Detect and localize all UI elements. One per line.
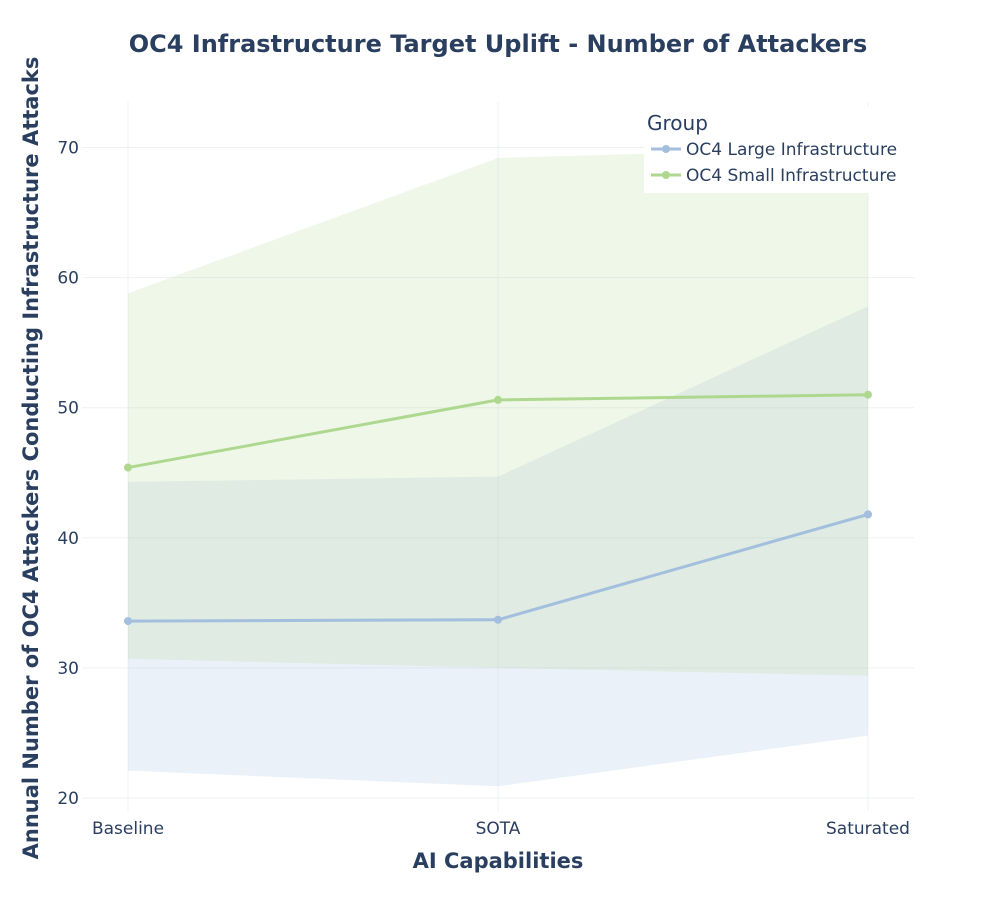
legend-items: OC4 Large Infrastructure OC4 Small Infras… bbox=[651, 140, 897, 186]
data-point-large bbox=[864, 510, 872, 519]
legend-background bbox=[644, 107, 914, 193]
y-tick-label: 30 bbox=[57, 659, 79, 679]
legend-title: Group bbox=[647, 111, 708, 135]
data-point-small bbox=[494, 395, 502, 404]
legend-swatch-marker bbox=[662, 145, 670, 153]
confidence-bands bbox=[128, 147, 868, 787]
y-axis-title: Annual Number of OC4 Attackers Conductin… bbox=[19, 57, 43, 860]
confidence-band-small bbox=[128, 147, 868, 676]
x-tick-label: Baseline bbox=[92, 819, 164, 839]
x-tick-label: SOTA bbox=[476, 819, 521, 839]
legend-label: OC4 Small Infrastructure bbox=[686, 166, 896, 186]
grid-layer bbox=[82, 102, 914, 811]
y-tick-label: 20 bbox=[57, 789, 79, 809]
x-tick-label: Saturated bbox=[826, 819, 910, 839]
legend-label: OC4 Large Infrastructure bbox=[686, 140, 897, 160]
data-point-small bbox=[124, 463, 132, 472]
y-tick-label: 50 bbox=[57, 399, 79, 419]
data-point-small bbox=[864, 390, 872, 399]
chart-title: OC4 Infrastructure Target Uplift - Numbe… bbox=[129, 30, 868, 58]
legend: Group OC4 Large Infrastructure OC4 Small … bbox=[644, 107, 914, 193]
legend-item-large: OC4 Large Infrastructure bbox=[651, 140, 897, 160]
y-tick-label: 40 bbox=[57, 529, 79, 549]
data-point-large bbox=[124, 617, 132, 626]
x-axis-title: AI Capabilities bbox=[413, 849, 584, 873]
confidence-band-large bbox=[128, 306, 868, 787]
y-tick-label: 60 bbox=[57, 269, 79, 289]
series-points bbox=[124, 390, 872, 626]
legend-swatch-marker bbox=[662, 171, 670, 179]
y-tick-label: 70 bbox=[57, 139, 79, 159]
legend-item-small: OC4 Small Infrastructure bbox=[651, 166, 896, 186]
axes: 20 30 40 50 60 70 Baseline SOTA Saturated bbox=[57, 139, 910, 839]
data-point-large bbox=[494, 615, 502, 624]
